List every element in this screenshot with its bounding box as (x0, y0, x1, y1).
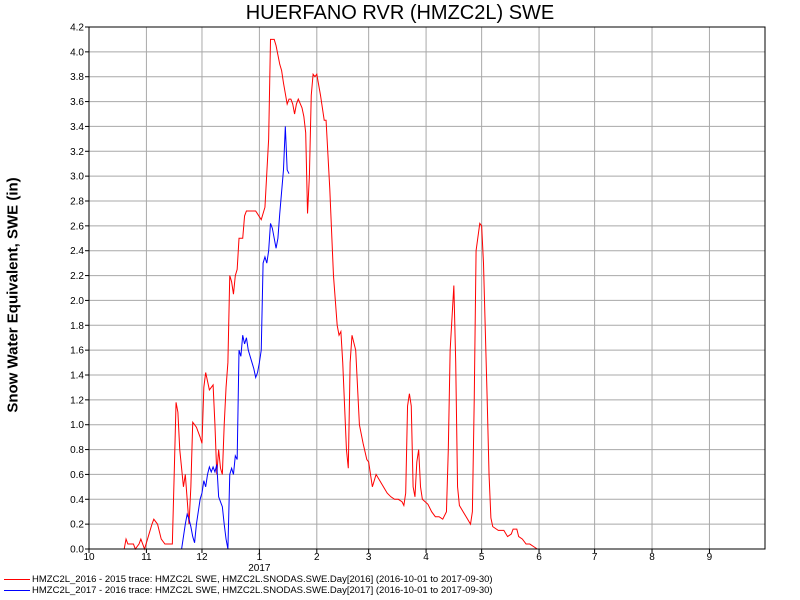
x-tick-labels: 10 11 12 1 2 3 4 5 6 7 8 9 (83, 549, 713, 563)
series-line-2016 (123, 38, 538, 551)
series-line-2017 (181, 126, 290, 550)
y-tick-label: 3.2 (70, 147, 84, 158)
legend-swatch-blue (4, 590, 30, 591)
y-tick-label: 0.4 (70, 495, 84, 506)
x-tick-label: 4 (423, 552, 429, 563)
y-tick-label: 3.0 (70, 172, 84, 183)
y-tick-label: 1.6 (70, 346, 84, 357)
y-tick-label: 2.6 (70, 221, 84, 232)
x-tick-label: 9 (707, 552, 713, 563)
y-tick-label: 0.6 (70, 470, 84, 481)
legend: HMZC2L_2016 - 2015 trace: HMZC2L SWE, HM… (4, 574, 493, 596)
x-tick-label: 12 (196, 552, 208, 563)
y-tick-label: 4.0 (70, 47, 84, 58)
chart-title: HUERFANO RVR (HMZC2L) SWE (245, 2, 555, 24)
legend-item-2016: HMZC2L_2016 - 2015 trace: HMZC2L SWE, HM… (4, 574, 493, 585)
y-tick-label: 0.0 (70, 545, 84, 556)
x-tick-label: 8 (649, 552, 655, 563)
y-tick-label: 1.8 (70, 321, 84, 332)
y-tick-label: 3.8 (70, 72, 84, 83)
x-tick-label: 1 (257, 552, 263, 563)
x-tick-label: 10 (83, 552, 95, 563)
x-tick-label: 3 (366, 552, 372, 563)
series-lines (123, 38, 538, 551)
legend-label-2016: HMZC2L_2016 - 2015 trace: HMZC2L SWE, HM… (32, 574, 493, 585)
year-label: 2017 (248, 563, 271, 574)
y-tick-label: 3.6 (70, 97, 84, 108)
y-tick-label: 1.4 (70, 371, 84, 382)
y-tick-label: 2.0 (70, 296, 84, 307)
y-tick-label: 2.2 (70, 271, 84, 282)
y-tick-label: 3.4 (70, 122, 84, 133)
plot-frame (88, 26, 766, 550)
x-tick-label: 6 (536, 552, 542, 563)
x-tick-label: 5 (479, 552, 485, 563)
y-tick-label: 1.0 (70, 420, 84, 431)
y-tick-label: 2.4 (70, 246, 84, 257)
x-tick-label: 7 (592, 552, 598, 563)
y-tick-label: 4.2 (70, 23, 84, 34)
y-tick-label: 1.2 (70, 395, 84, 406)
plot-area (89, 27, 765, 549)
legend-label-2017: HMZC2L_2017 - 2016 trace: HMZC2L SWE, HM… (32, 585, 493, 596)
x-tick-label: 2 (314, 552, 320, 563)
y-tick-label: 0.8 (70, 445, 84, 456)
legend-item-2017: HMZC2L_2017 - 2016 trace: HMZC2L SWE, HM… (4, 585, 493, 596)
y-tick-label: 2.8 (70, 197, 84, 208)
x-tick-label: 11 (141, 552, 152, 563)
y-tick-labels: 0.0 0.2 0.4 0.6 0.8 1.0 1.2 1.4 1.6 1.8 2.0 2.2 2.4 2… (70, 23, 89, 556)
y-tick-label: 0.2 (70, 520, 84, 531)
legend-swatch-red (4, 579, 30, 580)
